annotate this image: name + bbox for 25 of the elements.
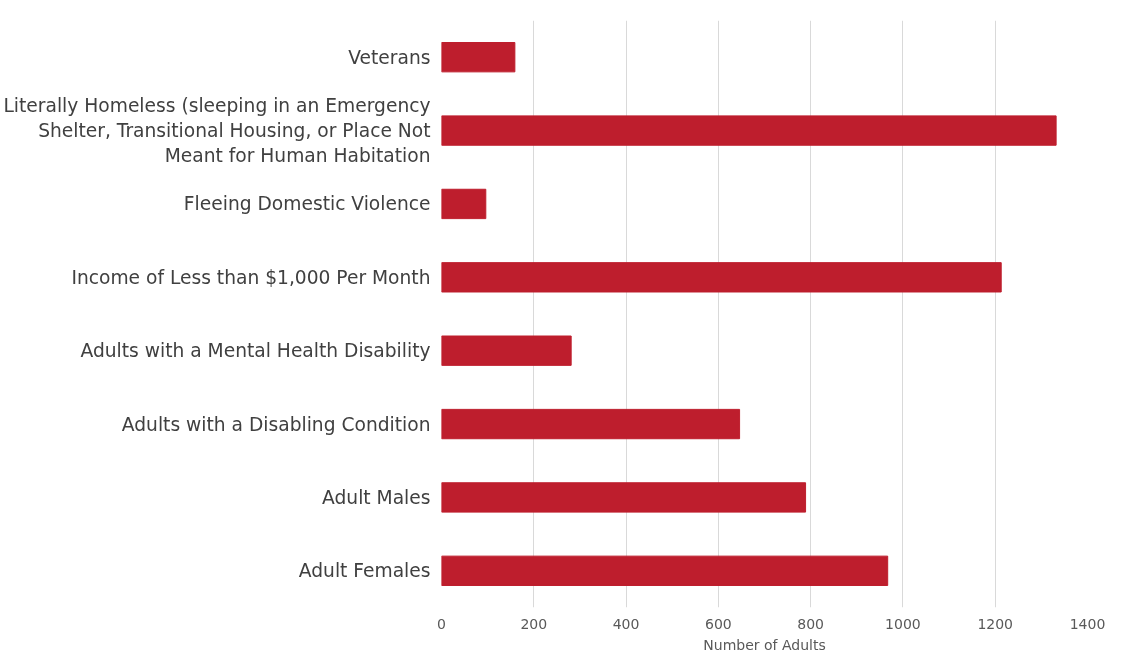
x-tick-label: 1400 [1069, 615, 1106, 632]
y-tick-label: Veterans [348, 46, 431, 68]
x-tick-label: 0 [437, 615, 446, 632]
bar [441, 188, 487, 220]
x-tick-label: 800 [797, 615, 825, 632]
y-tick-label: Adults with a Mental Health Disability [80, 340, 431, 362]
bar [441, 262, 1002, 293]
bar [441, 115, 1057, 146]
bar [441, 335, 572, 366]
y-tick-label: Literally Homeless (sleeping in an Emergency Shelter, Transitional Housing, or Place Not Meant for Human Habitation [3, 94, 431, 167]
bar [441, 42, 516, 73]
x-tick-label: 400 [612, 615, 640, 632]
x-tick-label: 1000 [885, 615, 921, 632]
bar [441, 555, 889, 586]
y-tick-label: Adult Males [322, 486, 431, 508]
x-tick-label: 600 [705, 615, 732, 632]
x-tick-label: 200 [520, 615, 548, 632]
y-tick-label: Fleeing Domestic Violence [183, 193, 431, 215]
bar [441, 408, 741, 440]
y-tick-label: Income of Less than $1,000 Per Month [71, 266, 431, 288]
y-tick-label: Adult Females [298, 560, 431, 582]
x-axis-title: Number of Adults [703, 636, 826, 653]
bar [441, 482, 807, 513]
y-tick-label: Adults with a Disabling Condition [121, 413, 431, 435]
x-tick-label: 1200 [977, 615, 1014, 632]
